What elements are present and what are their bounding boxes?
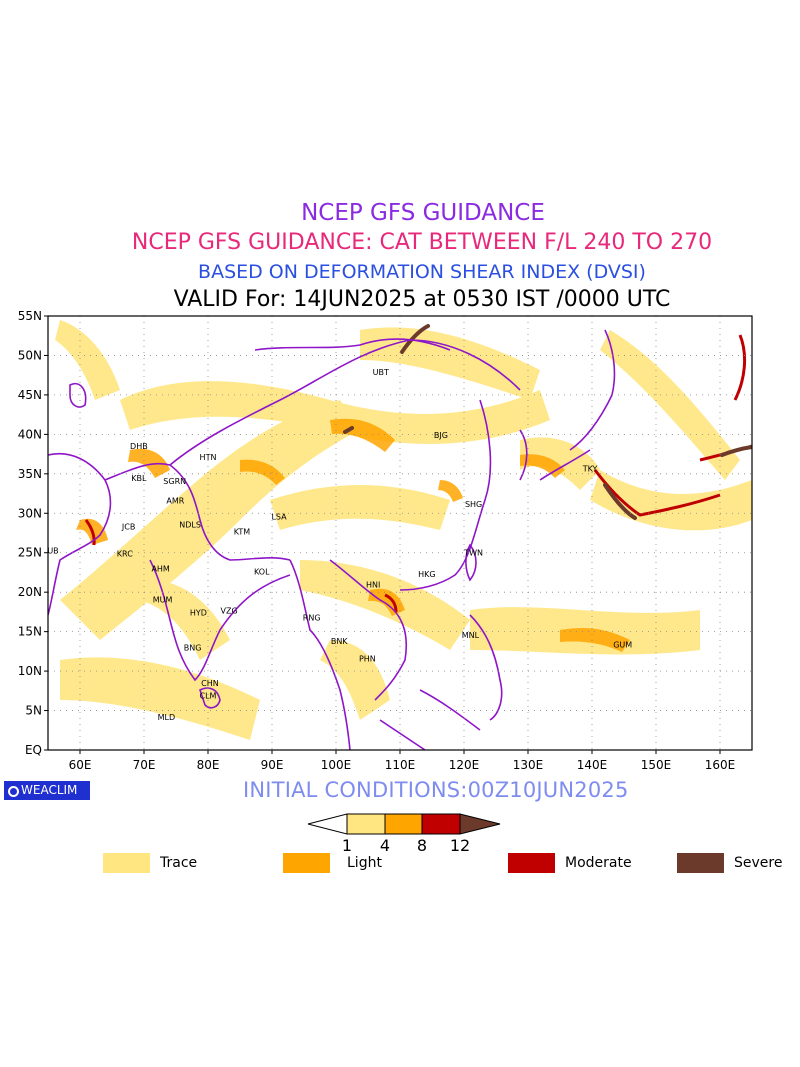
lon-tick-label: 90E bbox=[261, 758, 284, 772]
country-borders bbox=[48, 329, 616, 750]
station-label: HKG bbox=[418, 570, 435, 579]
latitude-axis: EQ 5N 10N 15N 20N 25N 30N 35N 40N 45N 50N 55N bbox=[18, 309, 48, 757]
station-label: DUB bbox=[41, 546, 59, 555]
colorbar-segment-trace bbox=[346, 813, 386, 835]
legend-swatch-trace bbox=[103, 853, 150, 873]
station-label: TWN bbox=[463, 549, 483, 558]
severe-turbulence-zones bbox=[343, 324, 752, 520]
station-label: BNG bbox=[184, 643, 202, 652]
chart-method: BASED ON DEFORMATION SHEAR INDEX (DVSI) bbox=[198, 261, 646, 283]
station-label: BJG bbox=[434, 431, 448, 440]
lon-tick-label: 80E bbox=[197, 758, 220, 772]
colorbar-segment-light bbox=[384, 813, 423, 835]
station-label: SHG bbox=[465, 500, 482, 509]
station-label: AHM bbox=[151, 565, 169, 574]
station-label: CLM bbox=[200, 692, 217, 701]
station-label: NDLS bbox=[179, 520, 201, 529]
colorbar-tick: 4 bbox=[380, 836, 390, 855]
lon-tick-label: 130E bbox=[513, 758, 544, 772]
legend-label-light: Light bbox=[347, 855, 382, 871]
station-label: MUM bbox=[153, 595, 173, 604]
station-label: MNL bbox=[462, 631, 480, 640]
station-label: KOL bbox=[254, 568, 270, 577]
lat-tick-label: 5N bbox=[25, 704, 42, 718]
lon-tick-label: 60E bbox=[69, 758, 92, 772]
lat-tick-label: 25N bbox=[18, 546, 42, 560]
lon-tick-label: 150E bbox=[641, 758, 672, 772]
legend-label-trace: Trace bbox=[160, 855, 198, 871]
weaclim-brand: WEACLIM bbox=[4, 781, 90, 800]
lon-tick-label: 110E bbox=[385, 758, 416, 772]
lat-tick-label: 20N bbox=[18, 585, 42, 599]
legend-label-moderate: Moderate bbox=[565, 855, 632, 871]
station-label: KRC bbox=[117, 550, 133, 559]
lat-lon-grid bbox=[48, 316, 752, 750]
initial-conditions: INITIAL CONDITIONS:00Z10JUN2025 bbox=[243, 778, 629, 802]
weaclim-logo-icon bbox=[8, 786, 19, 797]
legend-swatch-light bbox=[283, 853, 330, 873]
station-label: KBL bbox=[131, 474, 147, 483]
brand-label: WEACLIM bbox=[21, 783, 78, 797]
station-labels: UBT BJG DHB HTN KBL SGRN AMR JCB NDLS KTM LSA SHG DU… bbox=[41, 368, 632, 722]
station-label: CHN bbox=[201, 679, 219, 688]
station-label: LSA bbox=[271, 512, 287, 521]
station-label: PHN bbox=[359, 654, 376, 663]
station-label: HNI bbox=[366, 580, 380, 589]
colorbar-tick: 8 bbox=[417, 836, 427, 855]
lat-tick-label: 40N bbox=[18, 427, 42, 441]
lat-tick-label: 10N bbox=[18, 664, 42, 678]
legend-swatch-severe bbox=[677, 853, 724, 873]
lat-tick-label: 30N bbox=[18, 506, 42, 520]
lon-tick-label: 160E bbox=[705, 758, 736, 772]
lon-tick-label: 70E bbox=[133, 758, 156, 772]
lat-tick-label: 50N bbox=[18, 348, 42, 362]
lat-tick-label: 15N bbox=[18, 625, 42, 639]
lat-tick-label: 55N bbox=[18, 309, 42, 323]
station-label: GUM bbox=[613, 640, 632, 649]
colorbar-tick: 12 bbox=[450, 836, 470, 855]
station-label: MLD bbox=[158, 713, 176, 722]
colorbar-segment-moderate bbox=[421, 813, 461, 835]
valid-time: VALID For: 14JUN2025 at 0530 IST /0000 U… bbox=[173, 287, 671, 312]
station-label: TKY bbox=[582, 464, 598, 473]
lon-tick-label: 140E bbox=[577, 758, 608, 772]
lon-tick-label: 100E bbox=[321, 758, 352, 772]
station-label: RNG bbox=[303, 613, 321, 622]
legend-label-severe: Severe bbox=[734, 855, 783, 871]
longitude-axis: 60E 70E 80E 90E 100E 110E 120E 130E 140E 150E 160E bbox=[69, 750, 736, 772]
colorbar-low-arrow bbox=[307, 813, 348, 835]
station-label: JCB bbox=[121, 523, 135, 532]
colorbar-tick: 1 bbox=[342, 836, 352, 855]
station-label: DHB bbox=[130, 442, 148, 451]
lat-tick-label: EQ bbox=[25, 743, 42, 757]
colorbar: 1 4 8 12 bbox=[307, 813, 501, 855]
chart-subtitle: NCEP GFS GUIDANCE: CAT BETWEEN F/L 240 T… bbox=[131, 230, 713, 255]
station-label: SGRN bbox=[163, 477, 186, 486]
lat-tick-label: 35N bbox=[18, 467, 42, 481]
lat-tick-label: 45N bbox=[18, 388, 42, 402]
station-label: AMR bbox=[166, 497, 184, 506]
map-area: UBT BJG DHB HTN KBL SGRN AMR JCB NDLS KTM LSA SHG DU… bbox=[41, 316, 752, 750]
trace-turbulence-zones bbox=[55, 320, 752, 740]
station-label: BNK bbox=[331, 637, 348, 646]
station-label: VZG bbox=[221, 606, 238, 615]
colorbar-high-arrow bbox=[459, 813, 501, 835]
lon-tick-label: 120E bbox=[449, 758, 480, 772]
chart-title: NCEP GFS GUIDANCE bbox=[301, 200, 545, 226]
station-label: HTN bbox=[200, 453, 217, 462]
station-label: KTM bbox=[234, 527, 251, 536]
station-label: HYD bbox=[190, 609, 207, 618]
station-label: UBT bbox=[373, 368, 389, 377]
legend-swatch-moderate bbox=[508, 853, 555, 873]
